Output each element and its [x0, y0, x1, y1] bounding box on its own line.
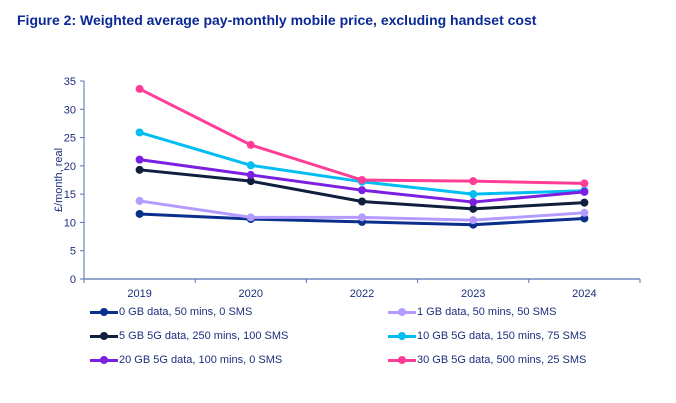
- data-point: [246, 170, 255, 179]
- legend-swatch-icon: [388, 355, 416, 365]
- legend-label: 30 GB 5G data, 500 mins, 25 SMS: [417, 354, 587, 366]
- legend-item: 0 GB data, 50 mins, 0 SMS: [90, 306, 252, 318]
- legend-item: 5 GB 5G data, 250 mins, 100 SMS: [90, 330, 288, 342]
- data-point: [580, 208, 589, 217]
- data-point: [580, 198, 589, 207]
- y-tick-label: 30: [64, 104, 76, 116]
- data-point: [358, 213, 366, 222]
- y-tick-label: 10: [64, 217, 76, 229]
- legend-item: 10 GB 5G data, 150 mins, 75 SMS: [388, 330, 586, 342]
- data-point: [580, 187, 589, 196]
- x-tick-label: 2024: [572, 288, 596, 300]
- y-tick-label: 25: [64, 133, 76, 145]
- y-tick-label: 20: [64, 161, 76, 173]
- legend-swatch-icon: [90, 355, 118, 365]
- data-point: [358, 197, 366, 206]
- series-5: [135, 84, 589, 188]
- legend-swatch-icon: [388, 307, 416, 317]
- legend-label: 1 GB data, 50 mins, 50 SMS: [417, 306, 557, 318]
- chart-title: Figure 2: Weighted average pay-monthly m…: [17, 12, 537, 28]
- data-point: [580, 179, 589, 188]
- y-tick-label: 0: [70, 274, 76, 286]
- legend-label: 0 GB data, 50 mins, 0 SMS: [119, 306, 253, 318]
- legend-item: 20 GB 5G data, 100 mins, 0 SMS: [90, 354, 282, 366]
- x-tick-label: 2020: [239, 288, 263, 300]
- data-point: [469, 216, 478, 225]
- line-chart: 0 5 10 15 20 25 30 35 2019 2020 2022 2023 2024 £/mont…: [53, 76, 641, 300]
- y-tick-label: 5: [70, 246, 76, 258]
- data-point: [246, 140, 255, 149]
- y-tick-label: 35: [64, 76, 76, 88]
- axes: 0 5 10 15 20 25 30 35 2019 2020 2022 2023 2024 £/mont…: [53, 76, 641, 300]
- x-tick-label: 2022: [350, 288, 374, 300]
- legend-item: 30 GB 5G data, 500 mins, 25 SMS: [388, 354, 586, 366]
- data-point: [358, 186, 366, 195]
- data-point: [469, 204, 478, 213]
- legend-swatch-icon: [90, 307, 118, 317]
- x-tick-label: 2019: [127, 288, 151, 300]
- data-point: [469, 198, 478, 207]
- series-2: [135, 165, 589, 213]
- data-point: [469, 177, 478, 186]
- legend-item: 1 GB data, 50 mins, 50 SMS: [388, 306, 556, 318]
- legend-swatch-icon: [388, 331, 416, 341]
- data-point: [358, 176, 366, 184]
- series-1: [135, 196, 589, 225]
- legend-label: 10 GB 5G data, 150 mins, 75 SMS: [417, 330, 587, 342]
- data-point: [580, 214, 589, 223]
- data-point: [135, 84, 144, 93]
- data-point: [246, 213, 255, 222]
- data-point: [135, 165, 144, 174]
- data-point: [246, 177, 255, 186]
- series-layer: [135, 84, 589, 229]
- y-tick-label: 15: [64, 189, 76, 201]
- data-point: [135, 155, 144, 164]
- data-point: [469, 190, 478, 199]
- legend-label: 20 GB 5G data, 100 mins, 0 SMS: [119, 354, 283, 366]
- legend-label: 5 GB 5G data, 250 mins, 100 SMS: [119, 330, 289, 342]
- legend-swatch-icon: [90, 331, 118, 341]
- data-point: [135, 209, 144, 218]
- data-point: [246, 161, 255, 170]
- series-4: [135, 155, 589, 207]
- data-point: [135, 128, 144, 137]
- x-tick-label: 2023: [461, 288, 485, 300]
- data-point: [135, 196, 144, 205]
- y-axis-title: £/month, real: [53, 148, 65, 212]
